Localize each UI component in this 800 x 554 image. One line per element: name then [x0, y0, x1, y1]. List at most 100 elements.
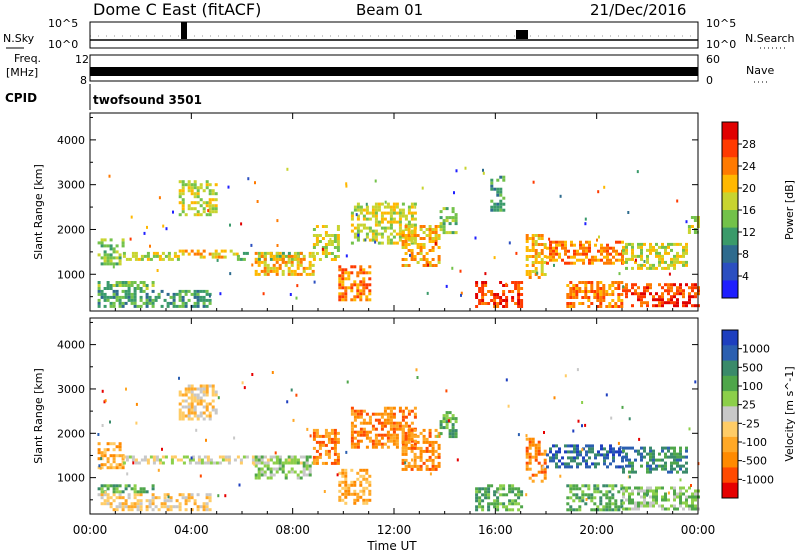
data-cell	[534, 240, 538, 243]
data-cell	[386, 202, 390, 206]
data-cell	[205, 390, 209, 394]
data-cell	[490, 290, 494, 293]
data-cell	[558, 465, 561, 469]
data-cell	[296, 461, 300, 465]
data-cell	[496, 193, 500, 197]
data-cell	[208, 384, 212, 388]
data-cell	[368, 430, 372, 434]
data-cell	[106, 457, 110, 461]
data-cell	[196, 399, 200, 403]
data-cell	[646, 464, 649, 468]
data-cell	[448, 420, 452, 424]
data-cell	[136, 490, 140, 494]
data-cell	[520, 287, 524, 290]
data-region	[312, 428, 340, 465]
data-cell	[685, 245, 688, 249]
data-cell	[330, 461, 334, 465]
data-cell	[386, 211, 390, 215]
data-cell	[558, 243, 561, 247]
data-cell	[572, 302, 576, 305]
data-cell	[437, 258, 441, 261]
data-cell	[299, 257, 303, 261]
data-cell	[676, 260, 679, 264]
data-cell	[407, 205, 411, 209]
data-cell	[676, 458, 679, 462]
data-cell	[655, 292, 658, 296]
data-cell	[359, 271, 363, 275]
data-cell	[318, 455, 322, 459]
data-cell	[410, 205, 414, 209]
data-cell	[193, 186, 197, 190]
data-region	[546, 444, 624, 469]
data-cell	[401, 234, 405, 237]
data-cell	[324, 461, 328, 465]
data-cell	[490, 199, 494, 203]
data-cell	[658, 245, 661, 249]
data-cell	[103, 256, 107, 260]
data-cell	[640, 251, 643, 255]
data-cell	[324, 252, 328, 255]
data-cell	[575, 290, 579, 293]
data-cell	[528, 440, 532, 444]
nave-label: Nave	[746, 64, 774, 77]
data-cell	[208, 201, 212, 205]
data-cell	[287, 254, 291, 258]
data-cell	[670, 446, 673, 450]
data-cell	[620, 484, 624, 488]
data-cell	[161, 455, 165, 459]
nsky-strip-frame	[89, 21, 699, 49]
data-cell	[451, 210, 455, 214]
data-cell	[590, 496, 594, 500]
data-cell	[130, 301, 134, 305]
data-cell	[293, 257, 297, 261]
data-cell	[640, 446, 643, 450]
data-cell	[606, 255, 609, 259]
data-region	[338, 265, 372, 302]
scatter-cell	[517, 433, 520, 437]
data-cell	[499, 202, 503, 206]
data-cell	[475, 293, 479, 296]
data-cell	[169, 505, 173, 509]
data-cell	[407, 434, 411, 438]
data-cell	[581, 281, 585, 284]
data-cell	[196, 387, 200, 391]
scatter-cell	[306, 427, 309, 431]
data-cell	[622, 449, 625, 453]
data-cell	[439, 216, 443, 220]
data-cell	[392, 433, 396, 437]
data-cell	[591, 447, 594, 451]
data-cell	[640, 452, 643, 456]
data-region	[622, 283, 700, 308]
scatter-cell	[429, 472, 432, 476]
data-cell	[359, 229, 363, 233]
data-cell	[573, 459, 576, 463]
data-cell	[100, 289, 104, 293]
data-cell	[661, 301, 664, 305]
data-cell	[628, 446, 631, 450]
data-cell	[193, 292, 197, 296]
data-cell	[377, 220, 381, 224]
data-cell	[312, 428, 316, 432]
data-cell	[103, 502, 107, 506]
data-cell	[564, 261, 567, 265]
data-cell	[202, 255, 206, 259]
data-cell	[655, 251, 658, 255]
data-cell	[392, 415, 396, 419]
data-cell	[263, 461, 267, 465]
data-cell	[413, 237, 417, 240]
data-region	[97, 281, 155, 290]
data-cell	[401, 428, 405, 432]
data-cell	[637, 286, 640, 290]
scatter-cell	[256, 200, 259, 203]
data-cell	[359, 427, 363, 431]
data-cell	[620, 487, 624, 491]
data-cell	[661, 495, 664, 499]
data-cell	[166, 493, 170, 497]
data-cell	[688, 292, 691, 296]
data-cell	[386, 415, 390, 419]
data-cell	[652, 295, 655, 299]
data-cell	[341, 471, 345, 475]
data-cell	[353, 280, 357, 284]
data-cell	[172, 292, 176, 296]
data-cell	[353, 412, 357, 416]
